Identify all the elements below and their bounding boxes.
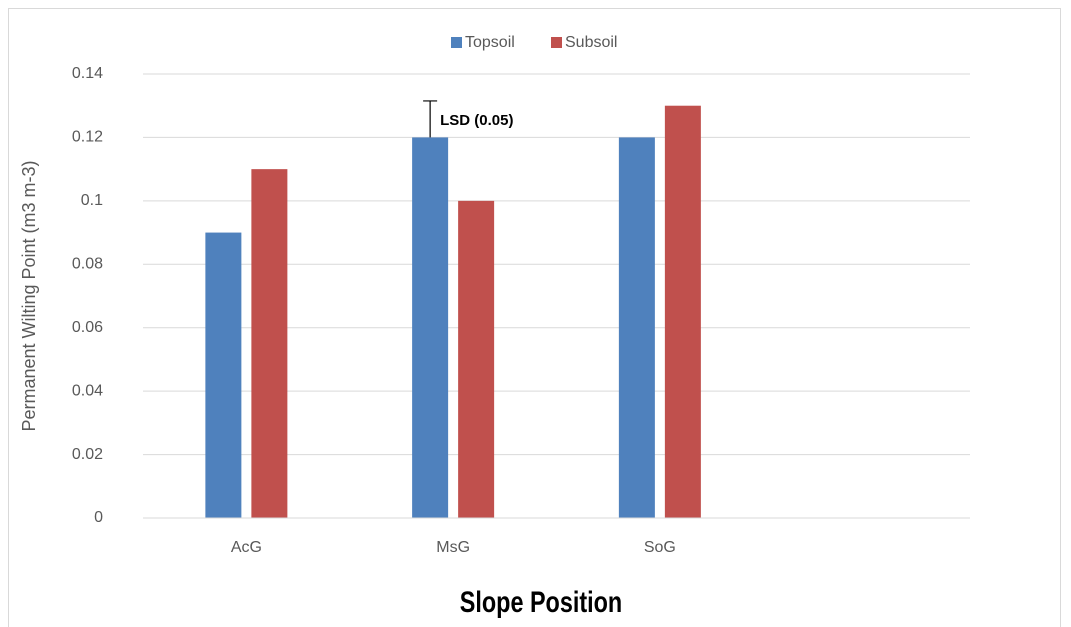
x-tick-label: MsG bbox=[436, 539, 470, 556]
y-tick-label: 0 bbox=[94, 509, 103, 526]
bar bbox=[618, 137, 655, 518]
bar bbox=[458, 200, 495, 518]
y-tick-label: 0.08 bbox=[72, 256, 103, 273]
y-tick-label: 0.02 bbox=[72, 446, 103, 463]
legend-label: Subsoil bbox=[565, 34, 617, 51]
legend-swatch bbox=[451, 37, 462, 48]
y-tick-label: 0.04 bbox=[72, 382, 103, 399]
y-tick-label: 0.14 bbox=[72, 65, 103, 82]
x-tick-label: SoG bbox=[644, 539, 676, 556]
bar bbox=[205, 232, 242, 519]
bar bbox=[412, 137, 449, 518]
legend-label: Topsoil bbox=[465, 34, 515, 51]
bar bbox=[664, 105, 701, 518]
y-tick-label: 0.1 bbox=[81, 192, 103, 209]
bar bbox=[251, 169, 288, 518]
x-axis-title: Slope Position bbox=[460, 585, 622, 618]
y-tick-label: 0.12 bbox=[72, 129, 103, 146]
annotation: LSD (0.05) bbox=[440, 112, 513, 129]
chart-frame bbox=[8, 8, 1061, 627]
y-tick-label: 0.06 bbox=[72, 319, 103, 336]
y-axis-title: Permanent Wilting Point (m3 m-3) bbox=[19, 160, 39, 431]
legend-swatch bbox=[551, 37, 562, 48]
x-tick-label: AcG bbox=[231, 539, 262, 556]
error-bar bbox=[423, 100, 438, 138]
